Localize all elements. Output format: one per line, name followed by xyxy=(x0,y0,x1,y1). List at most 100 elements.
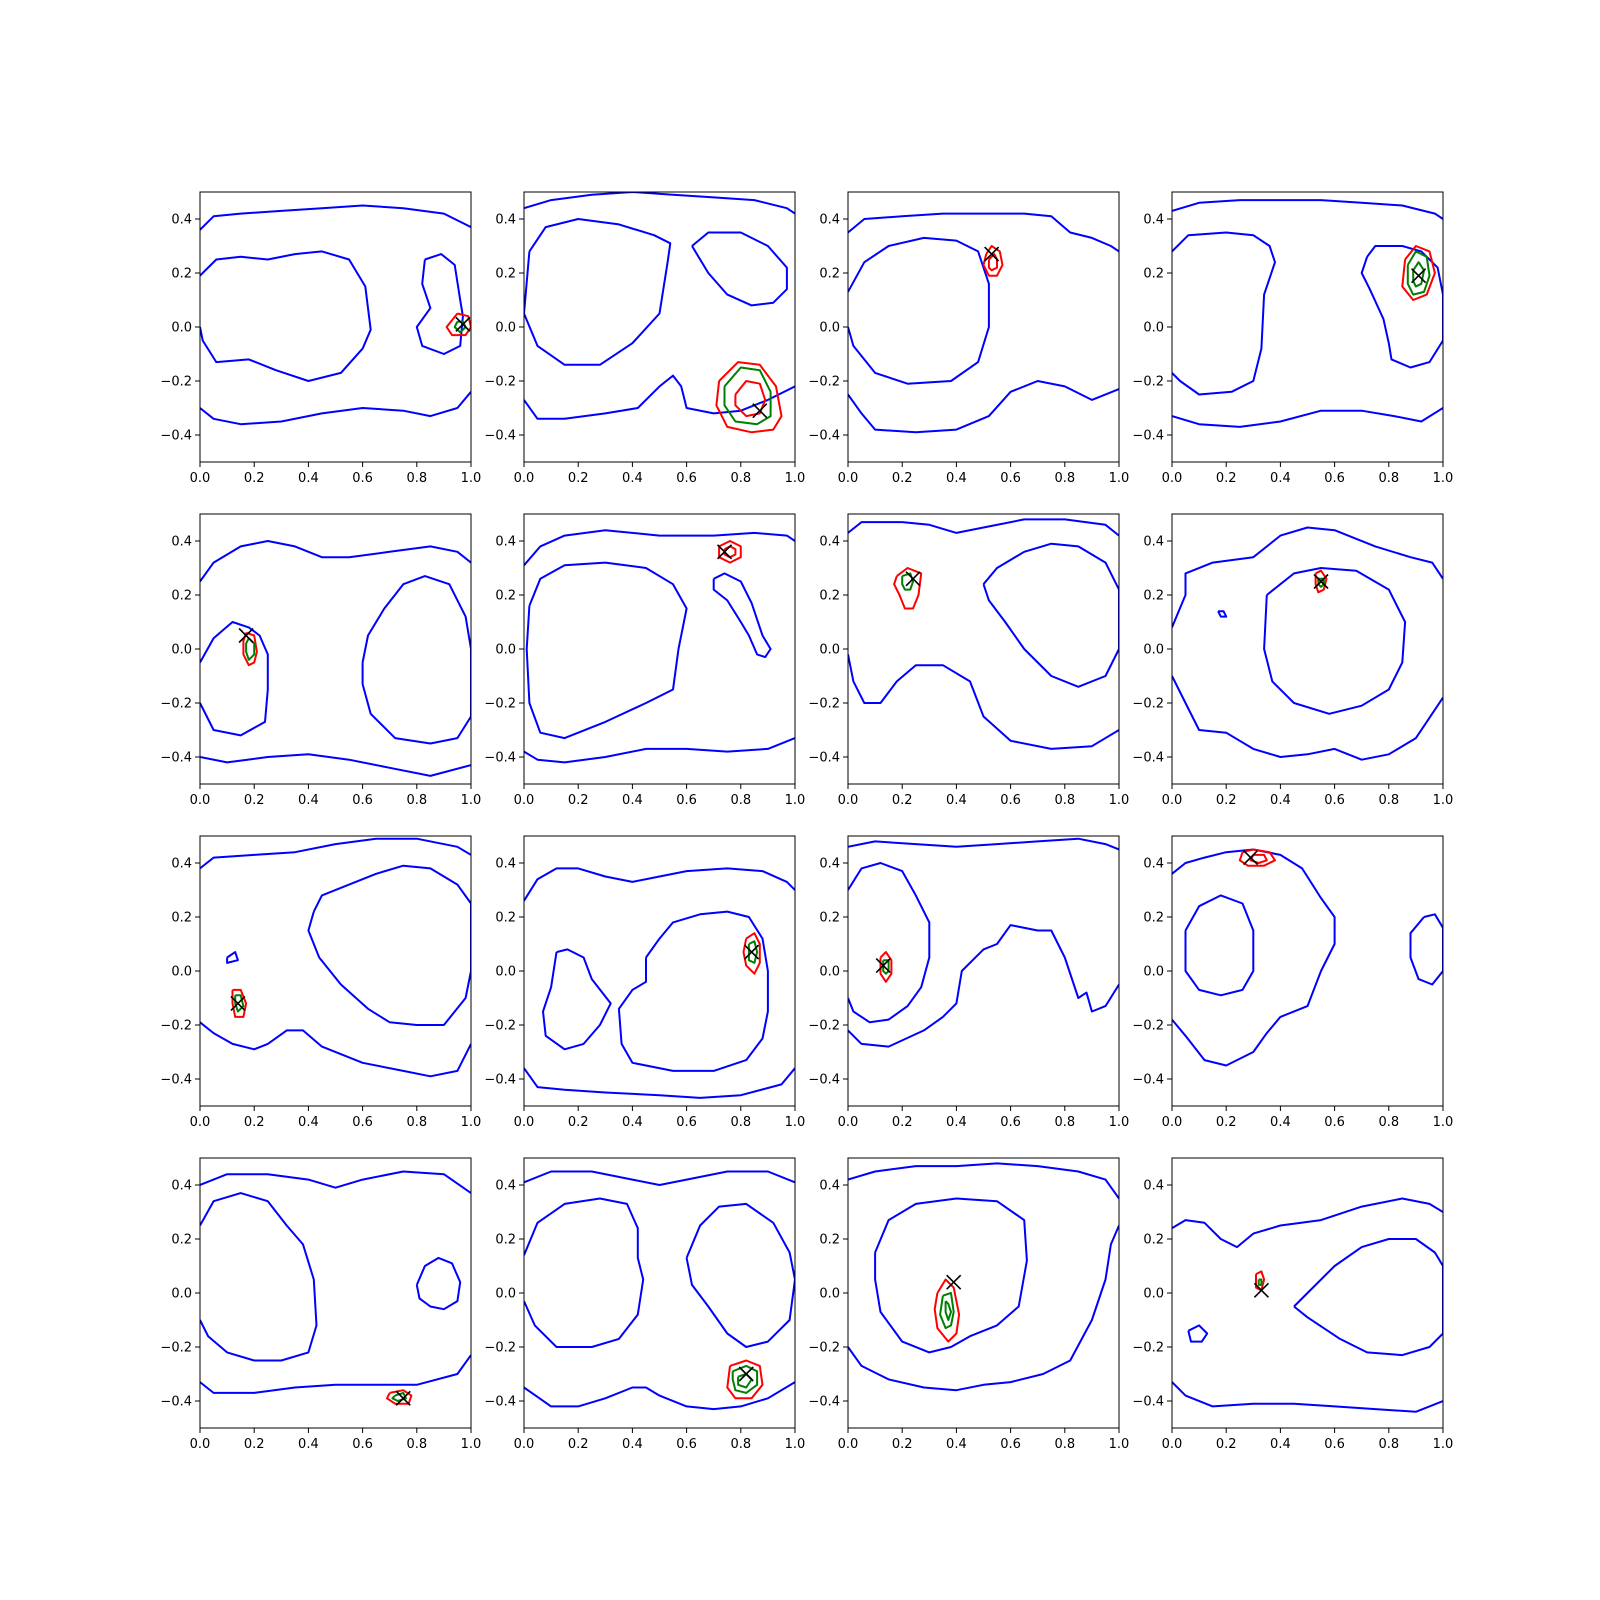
axes-frame xyxy=(199,191,472,463)
x-tick-label: 0.8 xyxy=(1054,1115,1075,1130)
subplot-12: 0.0 0.2 0.4 0.6 0.8 1.0 −0.4 −0.2 0.0 0.2 0.4 xyxy=(1132,835,1453,1130)
x-tick-label: 0.6 xyxy=(676,1115,697,1130)
x-tick-label: 0.8 xyxy=(1378,793,1399,808)
x-tick-label: 0.0 xyxy=(514,1115,535,1130)
blue-contour-1 xyxy=(200,540,471,583)
y-tick-label: −0.2 xyxy=(160,375,192,390)
x-tick-label: 0.0 xyxy=(838,793,859,808)
plot-area xyxy=(524,529,795,764)
blue-contour-3 xyxy=(712,572,772,659)
axes-frame xyxy=(523,191,796,463)
blue-contour-3 xyxy=(1187,1324,1209,1343)
y-tick-label: −0.2 xyxy=(1132,1019,1164,1034)
y-tick-label: −0.4 xyxy=(1132,429,1164,444)
x-tick-label: 0.6 xyxy=(1324,1115,1345,1130)
x-tick-label: 0.0 xyxy=(1162,471,1183,486)
x-marker xyxy=(238,627,254,644)
x-tick-label: 0.0 xyxy=(514,793,535,808)
y-tick-label: 0.0 xyxy=(1143,643,1164,658)
y-tick-label: 0.4 xyxy=(1143,1179,1164,1194)
y-tick-label: 0.0 xyxy=(1143,965,1164,980)
blue-contour-3 xyxy=(848,1225,1119,1392)
plot-area xyxy=(524,867,795,1099)
blue-contour-2 xyxy=(1293,1238,1443,1357)
y-tick-label: 0.2 xyxy=(819,911,840,926)
green-contour-2 xyxy=(1412,261,1425,288)
x-tick-label: 0.2 xyxy=(1216,1115,1237,1130)
blue-contour-3 xyxy=(415,1256,462,1311)
blue-contour-3 xyxy=(1360,245,1443,369)
red-contour-1 xyxy=(726,1359,764,1400)
x-marker xyxy=(1243,850,1259,866)
subplot-5: 0.0 0.2 0.4 0.6 0.8 1.0 −0.4 −0.2 0.0 0.2 0.4 xyxy=(160,513,481,808)
blue-contour-2 xyxy=(525,561,688,740)
axes-frame xyxy=(199,1157,472,1429)
red-contour-2 xyxy=(987,253,998,272)
plot-area xyxy=(200,204,471,426)
x-marker xyxy=(230,995,246,1011)
blue-contour-4 xyxy=(1172,407,1443,428)
blue-contour-1 xyxy=(1172,526,1443,628)
subplot-1: 0.0 0.2 0.4 0.6 0.8 1.0 −0.4 −0.2 0.0 0.2 0.4 xyxy=(160,191,481,486)
x-tick-label: 0.8 xyxy=(1378,1437,1399,1452)
blue-contour-3 xyxy=(848,654,1119,750)
y-tick-label: −0.2 xyxy=(160,697,192,712)
x-tick-label: 0.4 xyxy=(946,793,967,808)
y-tick-label: 0.2 xyxy=(171,589,192,604)
plot-area xyxy=(1172,199,1443,428)
blue-contour-3 xyxy=(848,924,1119,1048)
x-tick-label: 0.4 xyxy=(622,471,643,486)
x-tick-label: 1.0 xyxy=(461,1115,482,1130)
blue-contour-2 xyxy=(848,862,931,1024)
green-contour-1 xyxy=(731,1364,759,1394)
y-tick-label: 0.4 xyxy=(171,857,192,872)
blue-contour-1 xyxy=(200,1170,471,1194)
y-tick-label: 0.4 xyxy=(171,1179,192,1194)
x-tick-label: 0.4 xyxy=(1270,1437,1291,1452)
blue-contour-3 xyxy=(542,948,612,1051)
blue-contour-1 xyxy=(1172,199,1443,220)
x-marker xyxy=(905,571,921,587)
red-contour-1 xyxy=(742,932,761,975)
blue-contour-2 xyxy=(848,236,990,385)
x-marker xyxy=(744,944,760,960)
x-marker xyxy=(455,316,471,332)
y-tick-label: 0.0 xyxy=(1143,1287,1164,1302)
y-tick-label: 0.2 xyxy=(171,1233,192,1248)
x-tick-label: 0.0 xyxy=(514,1437,535,1452)
x-tick-label: 0.6 xyxy=(1000,1437,1021,1452)
blue-contour-1 xyxy=(1172,1197,1443,1249)
y-tick-label: −0.4 xyxy=(484,1395,516,1410)
blue-contour-4 xyxy=(200,391,471,426)
blue-contour-3 xyxy=(361,575,471,745)
x-tick-label: 0.6 xyxy=(352,1115,373,1130)
x-tick-label: 0.8 xyxy=(406,471,427,486)
x-tick-label: 0.4 xyxy=(298,793,319,808)
y-tick-label: 0.0 xyxy=(171,1287,192,1302)
y-tick-label: 0.4 xyxy=(819,857,840,872)
plot-area xyxy=(1172,1197,1443,1413)
y-tick-label: −0.2 xyxy=(484,697,516,712)
x-tick-label: 0.6 xyxy=(676,1437,697,1452)
x-tick-label: 1.0 xyxy=(785,793,806,808)
red-contour-1 xyxy=(893,567,923,610)
x-marker xyxy=(1253,1282,1269,1298)
x-marker xyxy=(1411,268,1427,284)
x-tick-label: 0.4 xyxy=(946,1115,967,1130)
y-tick-label: 0.0 xyxy=(171,643,192,658)
red-contour-1 xyxy=(231,988,248,1018)
x-marker xyxy=(984,246,1000,262)
plot-area xyxy=(848,837,1119,1048)
blue-contour-3 xyxy=(1409,913,1443,986)
y-tick-label: −0.4 xyxy=(160,429,192,444)
x-tick-label: 0.0 xyxy=(1162,1115,1183,1130)
blue-contour-1 xyxy=(524,1170,795,1186)
plot-area xyxy=(200,1170,471,1406)
x-tick-label: 0.8 xyxy=(1378,1115,1399,1130)
blue-contour-3 xyxy=(1263,567,1407,715)
y-tick-label: −0.4 xyxy=(808,1073,840,1088)
x-tick-label: 1.0 xyxy=(1433,793,1454,808)
blue-contour-3 xyxy=(200,1021,471,1078)
x-tick-label: 1.0 xyxy=(461,1437,482,1452)
